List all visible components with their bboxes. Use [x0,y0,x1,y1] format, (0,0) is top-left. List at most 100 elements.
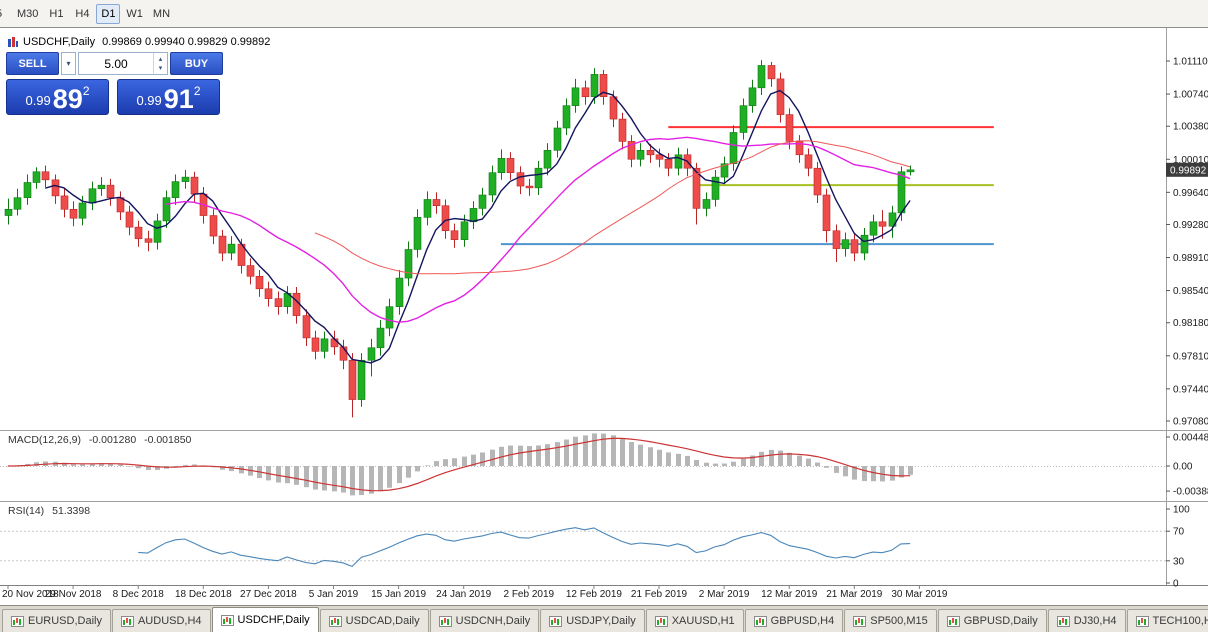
macd-histogram [6,433,913,496]
candle-body [636,150,645,160]
chart-tab-tech100-h1[interactable]: TECH100,H1 [1126,609,1208,632]
macd-bar [583,435,588,466]
chart-tab-xauusd-h1[interactable]: XAUUSD,H1 [645,609,744,632]
candle-body [748,87,757,106]
candle-body [171,181,180,198]
macd-bar [350,466,355,496]
candle-body [246,265,255,277]
candle-body [441,205,450,232]
tab-chart-icon [120,615,134,627]
bid-price-prefix: 0.99 [25,93,51,108]
bid-price-display[interactable]: 0.99 89 2 [6,79,109,115]
chart-tab-usdcad-daily[interactable]: USDCAD,Daily [319,609,429,632]
timeframe-button-D1[interactable]: D1 [96,3,121,24]
macd-bar [192,464,197,466]
macd-bar [759,451,764,466]
macd-bar [378,466,383,492]
date-label: 2 Mar 2019 [699,589,750,600]
macd-bar [425,465,430,466]
chart-tab-gbpusd-h4[interactable]: GBPUSD,H4 [744,609,844,632]
macd-bar [304,466,309,488]
timeframe-button-H4[interactable]: H4 [70,4,94,24]
candle-body [469,208,478,223]
macd-bar [852,466,857,480]
timeframe-button-M30[interactable]: M30 [13,4,42,24]
ask-price-prefix: 0.99 [136,93,162,108]
candle-body [162,197,171,222]
ask-price-display[interactable]: 0.99 91 2 [117,79,220,115]
candle-body [320,338,329,352]
macd-bar [276,466,281,483]
chart-tab-usdchf-daily[interactable]: USDCHF,Daily [211,607,319,632]
chart-tab-dj30-h4[interactable]: DJ30,H4 [1047,609,1126,632]
buy-button[interactable]: BUY [170,52,223,75]
chevron-down-icon: ▾ [66,59,71,68]
tab-label: EURUSD,Daily [28,615,102,627]
candle-body [757,65,766,89]
candle-body [627,141,636,160]
macd-signal-line [7,437,911,492]
candle-body [413,217,422,250]
macd-bar [434,461,439,466]
candle-body [795,141,804,156]
price-scale[interactable]: 1.01110 1.00740 1.00380 1.00010 0.99640 0.992… [1166,57,1208,428]
chart-window-icon [8,37,18,47]
tab-label: TECH100,H1 [1152,615,1208,627]
price-scale-label: 0.97810 [1173,351,1208,362]
candle-body [209,215,218,237]
macd-bar [173,466,178,467]
macd-bar [359,466,364,496]
timeframe-button-H1[interactable]: H1 [44,4,68,24]
macd-bar [183,464,188,466]
price-scale-label: 1.00740 [1173,90,1208,101]
tab-chart-icon [753,615,767,627]
spin-up-icon[interactable]: ▴ [158,55,163,63]
macd-bar [146,466,151,470]
candle-body [655,154,664,160]
tab-chart-icon [549,615,563,627]
spin-down-icon[interactable]: ▾ [158,64,163,72]
macd-bar [731,461,736,466]
macd-bar [471,454,476,466]
candle-body [543,150,552,169]
macd-bar [545,444,550,466]
tab-chart-icon [328,615,342,627]
timeframe-button-W1[interactable]: W1 [122,4,147,24]
macd-bar [452,458,457,466]
candle-body [897,171,906,214]
volume-dropdown-button[interactable]: ▾ [61,52,76,75]
date-label: 20 Nov 2018 [2,589,59,600]
timeframe-button-MN[interactable]: MN [149,4,174,24]
candle-body [41,171,50,181]
volume-input[interactable] [79,53,153,74]
macd-bar [843,466,848,477]
candle-body [153,220,162,243]
candle-body [348,359,357,400]
macd-bar [480,452,485,466]
candle-body [367,347,376,361]
tab-label: XAUUSD,H1 [671,615,735,627]
chart-tab-usdcnh-daily[interactable]: USDCNH,Daily [429,609,540,632]
chart-tab-gbpusd-daily[interactable]: GBPUSD,Daily [937,609,1047,632]
macd-bar [592,433,597,466]
chart-tab-sp500-m15[interactable]: SP500,M15 [844,609,937,632]
macd-bar [155,466,160,471]
chart-tab-eurusd-daily[interactable]: EURUSD,Daily [2,609,111,632]
candle-body [478,194,487,209]
macd-bar [62,462,67,466]
chart-tab-usdjpy-daily[interactable]: USDJPY,Daily [540,609,645,632]
candle-body [702,199,711,209]
candle-body [739,105,748,133]
tab-label: USDCNH,Daily [455,615,531,627]
date-label: 24 Jan 2019 [436,589,491,600]
chart-title: USDCHF,Daily 0.99869 0.99940 0.99829 0.9… [8,36,270,48]
timeframe-button-5[interactable]: 5 [0,4,11,24]
macd-bar [322,466,327,491]
candle-body [506,158,515,173]
macd-bar [71,464,76,466]
sell-button[interactable]: SELL [6,52,59,75]
tab-label: SP500,M15 [870,615,928,627]
chart-tab-audusd-h4[interactable]: AUDUSD,H4 [111,609,211,632]
